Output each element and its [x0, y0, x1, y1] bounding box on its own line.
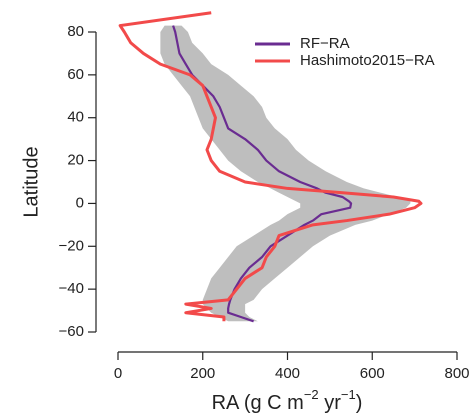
x-tick-label: 200 [190, 365, 215, 382]
series-line [118, 11, 423, 322]
legend-label: RF−RA [300, 35, 350, 52]
x-axis-title-part: yr [319, 392, 342, 414]
x-axis-title-part: ) [356, 392, 363, 414]
y-tick-label: 40 [67, 109, 84, 126]
y-tick-label: −20 [59, 237, 84, 254]
y-tick-label: 60 [67, 66, 84, 83]
y-tick-label: −60 [59, 323, 84, 340]
x-axis-title-sup: −2 [304, 387, 319, 402]
x-tick-label: 400 [275, 365, 300, 382]
x-tick-label: 600 [360, 365, 385, 382]
y-tick-label: −40 [59, 280, 84, 297]
y-tick-label: 80 [67, 23, 84, 40]
x-axis-title-sup: −1 [341, 387, 356, 402]
legend-label: Hashimoto2015−RA [300, 52, 435, 69]
y-tick-label: 20 [67, 152, 84, 169]
x-axis-title-part: RA (g C m [212, 392, 304, 414]
y-tick-label: 0 [76, 194, 84, 211]
x-tick-label: 800 [444, 365, 469, 382]
x-tick-label: 0 [114, 365, 122, 382]
x-axis-title: RA (g C m−2 yr−1) [212, 387, 363, 414]
y-axis-title: Latitude [20, 146, 42, 217]
